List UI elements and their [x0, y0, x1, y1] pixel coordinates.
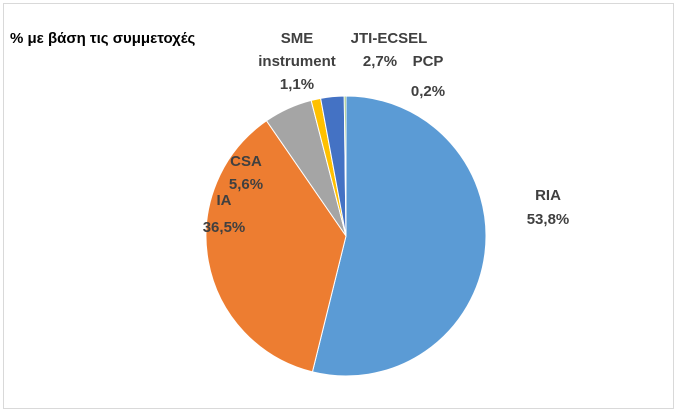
slice-label: PCP	[412, 53, 444, 70]
slice-value-label: 5,6%	[228, 176, 264, 193]
slice-label: RIA	[535, 187, 561, 204]
pie-slice	[205, 120, 347, 373]
slice-label: SME instrument	[258, 30, 336, 70]
slice-value-label: 2,7%	[362, 53, 398, 70]
slice-value-label: 36,5%	[202, 219, 246, 236]
slice-value-label: 53,8%	[526, 211, 570, 228]
slice-value-label: 1,1%	[279, 76, 315, 93]
slice-value-label: 0,2%	[410, 83, 446, 100]
slice-label: JTI-ECSEL	[350, 30, 428, 47]
chart-title: % με βάση τις συμμετοχές	[10, 30, 196, 47]
pie-slice	[343, 95, 347, 237]
chart-frame	[3, 3, 674, 409]
pie-slice	[311, 95, 487, 377]
slice-label: CSA	[230, 153, 262, 170]
slice-label: IA	[216, 192, 232, 209]
